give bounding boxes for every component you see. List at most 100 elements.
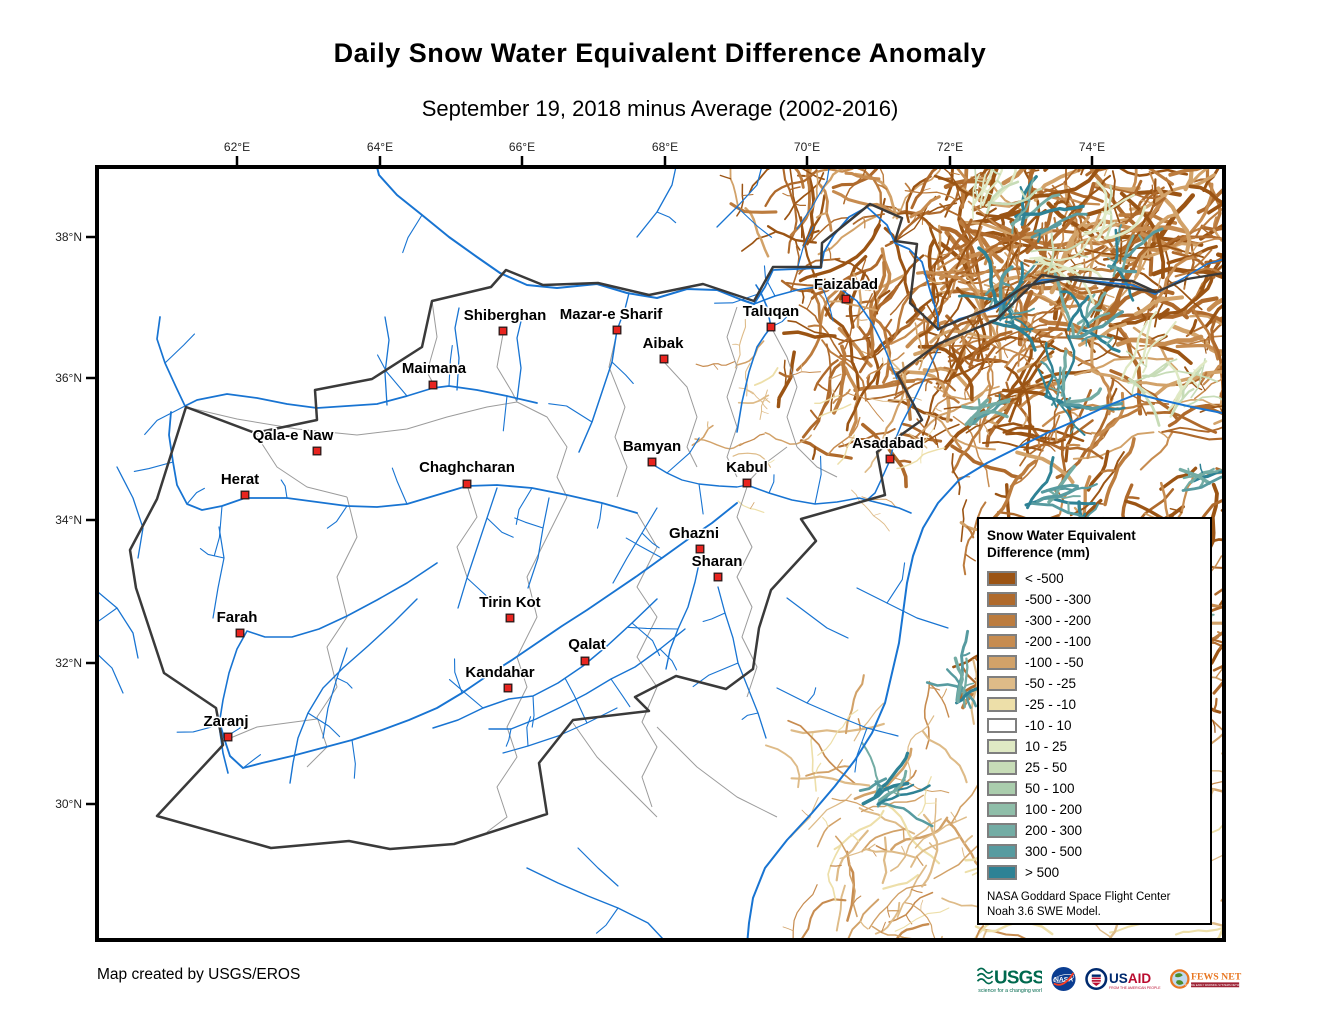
svg-text:science for a changing world: science for a changing world — [978, 988, 1042, 994]
legend-label: -300 - -200 — [1025, 612, 1092, 628]
legend-swatch — [987, 675, 1017, 691]
credit-text: Map created by USGS/EROS — [97, 966, 301, 983]
svg-text:Herat: Herat — [221, 471, 259, 488]
svg-text:Kandahar: Kandahar — [465, 664, 534, 681]
svg-text:Zaranj: Zaranj — [203, 713, 248, 730]
svg-text:USAID: USAID — [1109, 971, 1151, 986]
legend-item: -10 - 10 — [987, 715, 1202, 736]
legend-label: 25 - 50 — [1025, 759, 1068, 775]
city-maimana: Maimana — [400, 359, 468, 390]
legend-label: 200 - 300 — [1025, 822, 1083, 838]
svg-text:74°E: 74°E — [1079, 140, 1105, 154]
legend-item: 200 - 300 — [987, 820, 1202, 841]
svg-text:Maimana: Maimana — [402, 360, 467, 377]
legend-label: -500 - -300 — [1025, 591, 1092, 607]
map-canvas: 62°E 64°E 66°E 68°E 70°E 72°E 74°E 38°N 36°N 34°N… — [55, 140, 1226, 942]
legend-swatch — [987, 864, 1017, 880]
page-subtitle: September 19, 2018 minus Average (2002-2… — [421, 96, 899, 121]
legend-swatch — [987, 738, 1017, 754]
svg-text:FEWS NET: FEWS NET — [1191, 972, 1242, 983]
svg-text:Qalat: Qalat — [568, 636, 606, 653]
city-sharan: Sharan — [690, 552, 744, 582]
rivers-layer — [97, 167, 1224, 940]
legend-item: -100 - -50 — [987, 652, 1202, 673]
legend-label: 300 - 500 — [1025, 843, 1083, 859]
city-bamyan: Bamyan — [621, 437, 683, 467]
usgs-logo: USGS science for a changing world — [976, 967, 1042, 994]
svg-text:Taluqan: Taluqan — [743, 303, 799, 320]
svg-text:Aibak: Aibak — [643, 335, 685, 352]
city-layer: Faizabad Taluqan Mazar-e Sharif Shiberghan A… — [202, 275, 925, 742]
legend-swatch — [987, 780, 1017, 796]
legend-item: -300 - -200 — [987, 610, 1202, 631]
svg-text:Ghazni: Ghazni — [669, 525, 719, 542]
legend-label: -100 - -50 — [1025, 654, 1084, 670]
city-kandahar: Kandahar — [464, 663, 536, 693]
legend-item: < -500 — [987, 568, 1202, 589]
legend-item: -500 - -300 — [987, 589, 1202, 610]
city-shiberghan: Shiberghan — [462, 306, 548, 336]
legend-item: 25 - 50 — [987, 757, 1202, 778]
svg-text:64°E: 64°E — [367, 140, 393, 154]
svg-text:66°E: 66°E — [509, 140, 535, 154]
city-zaranj: Zaranj — [202, 712, 250, 742]
nasa-logo: NASA — [1051, 966, 1076, 992]
legend-swatch — [987, 591, 1017, 607]
legend-swatch — [987, 759, 1017, 775]
city-herat: Herat — [219, 470, 261, 500]
svg-text:70°E: 70°E — [794, 140, 820, 154]
page-title: Daily Snow Water Equivalent Difference A… — [333, 38, 987, 68]
svg-text:Asadabad: Asadabad — [852, 435, 924, 452]
svg-text:FAMINE EARLY WARNING SYSTEMS N: FAMINE EARLY WARNING SYSTEMS NETWORK — [1185, 983, 1242, 987]
legend-label: -25 - -10 — [1025, 696, 1077, 712]
svg-text:Qala-e Naw: Qala-e Naw — [253, 427, 334, 444]
legend-item: -25 - -10 — [987, 694, 1202, 715]
legend-label: < -500 — [1025, 570, 1064, 586]
legend-rows: < -500 -500 - -300 -300 - -200 -200 - -100 -… — [987, 568, 1202, 883]
svg-text:30°N: 30°N — [55, 797, 82, 811]
city-kabul: Kabul — [725, 458, 769, 488]
country-border-layer — [128, 202, 1224, 851]
svg-text:FROM THE AMERICAN PEOPLE: FROM THE AMERICAN PEOPLE — [1109, 986, 1161, 990]
legend-swatch — [987, 612, 1017, 628]
legend-item: -50 - -25 — [987, 673, 1202, 694]
legend-swatch — [987, 843, 1017, 859]
svg-text:38°N: 38°N — [55, 230, 82, 244]
legend-item: 300 - 500 — [987, 841, 1202, 862]
legend-label: -10 - 10 — [1025, 717, 1072, 733]
legend-swatch — [987, 822, 1017, 838]
fewsnet-logo: FEWS NET FAMINE EARLY WARNING SYSTEMS NE… — [1169, 969, 1242, 989]
legend-item: 100 - 200 — [987, 799, 1202, 820]
legend-swatch — [987, 801, 1017, 817]
legend-label: > 500 — [1025, 864, 1060, 880]
svg-text:62°E: 62°E — [224, 140, 250, 154]
legend-swatch — [987, 654, 1017, 670]
legend-swatch — [987, 570, 1017, 586]
legend-source: NASA Goddard Space Flight Center Noah 3.… — [987, 890, 1171, 918]
legend-title: Snow Water Equivalent Difference (mm) — [987, 528, 1136, 560]
map-area: 62°E 64°E 66°E 68°E 70°E 72°E 74°E 38°N 36°N 34°N… — [52, 132, 1242, 962]
svg-text:Kabul: Kabul — [726, 459, 768, 476]
city-asadabad: Asadabad — [851, 434, 925, 464]
legend-label: 10 - 25 — [1025, 738, 1068, 754]
svg-text:32°N: 32°N — [55, 656, 82, 670]
legend-label: -50 - -25 — [1025, 675, 1077, 691]
legend-label: 100 - 200 — [1025, 801, 1083, 817]
svg-text:68°E: 68°E — [652, 140, 678, 154]
city-aibak: Aibak — [641, 334, 686, 364]
svg-text:Shiberghan: Shiberghan — [464, 307, 547, 324]
city-farah: Farah — [215, 608, 259, 638]
svg-text:34°N: 34°N — [55, 513, 82, 527]
legend-item: -200 - -100 — [987, 631, 1202, 652]
legend-item: 50 - 100 — [987, 778, 1202, 799]
svg-text:USGS: USGS — [994, 967, 1042, 988]
city-qala-e-naw: Qala-e Naw — [251, 426, 335, 456]
svg-text:72°E: 72°E — [937, 140, 963, 154]
city-taluqan: Taluqan — [741, 302, 801, 332]
map-frame — [95, 165, 1226, 942]
svg-text:Sharan: Sharan — [692, 553, 743, 570]
svg-text:36°N: 36°N — [55, 371, 82, 385]
svg-text:Faizabad: Faizabad — [814, 276, 878, 293]
usaid-logo: USAID FROM THE AMERICAN PEOPLE — [1085, 967, 1161, 991]
graticule-ticks: 62°E 64°E 66°E 68°E 70°E 72°E 74°E 38°N 36°N 34°N… — [55, 140, 1105, 811]
